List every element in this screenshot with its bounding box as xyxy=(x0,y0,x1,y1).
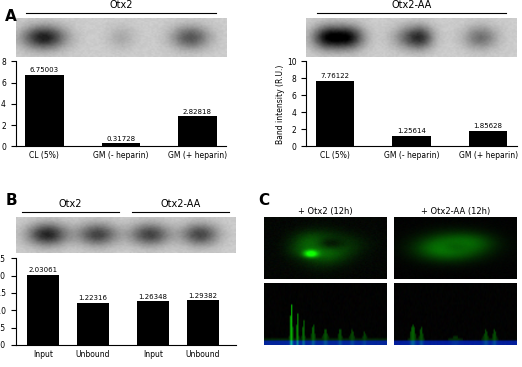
Text: C: C xyxy=(258,193,269,208)
Text: 1.26348: 1.26348 xyxy=(138,294,168,300)
Bar xyxy=(25,75,64,146)
Text: 1.22316: 1.22316 xyxy=(79,295,108,301)
Bar xyxy=(102,143,140,146)
Text: 1.29382: 1.29382 xyxy=(188,293,218,299)
Bar xyxy=(187,300,219,345)
Bar xyxy=(469,131,507,146)
Bar xyxy=(179,116,217,146)
Text: Otx2: Otx2 xyxy=(59,199,82,209)
Title: + Otx2-AA (12h): + Otx2-AA (12h) xyxy=(421,207,490,216)
Bar xyxy=(27,275,60,345)
Text: 2.03061: 2.03061 xyxy=(29,267,58,273)
Text: B: B xyxy=(5,193,17,208)
Text: 6.75003: 6.75003 xyxy=(30,68,59,73)
Bar xyxy=(393,136,431,146)
Bar xyxy=(137,301,169,345)
Text: 1.85628: 1.85628 xyxy=(473,123,503,130)
Text: Otx2: Otx2 xyxy=(109,0,133,10)
Bar xyxy=(77,302,110,345)
Text: 2.82818: 2.82818 xyxy=(183,109,212,115)
Bar xyxy=(316,80,354,146)
Text: 7.76122: 7.76122 xyxy=(321,73,349,79)
Text: 0.31728: 0.31728 xyxy=(106,136,136,142)
Text: Otx2-AA: Otx2-AA xyxy=(160,199,200,209)
Text: 1.25614: 1.25614 xyxy=(397,128,426,134)
Text: A: A xyxy=(5,9,17,24)
Y-axis label: Band intensity (R.U.): Band intensity (R.U.) xyxy=(277,64,286,143)
Title: + Otx2 (12h): + Otx2 (12h) xyxy=(298,207,352,216)
Text: Otx2-AA: Otx2-AA xyxy=(392,0,432,10)
